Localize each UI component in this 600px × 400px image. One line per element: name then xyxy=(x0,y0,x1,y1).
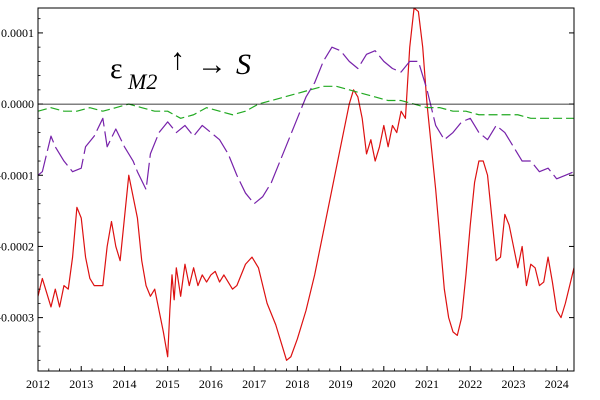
series-line-3 xyxy=(38,85,574,119)
x-tick-label: 2017 xyxy=(242,377,266,391)
x-tick-label: 2018 xyxy=(285,377,309,391)
x-axis: 2012 2013 2014 2015 2016 2017 2018 2019 2020 2021… xyxy=(26,366,569,391)
x-tick-label: 2023 xyxy=(501,377,525,391)
y-tick-label: -0.0003 xyxy=(0,311,34,325)
title-symbol: ε xyxy=(110,52,123,85)
y-axis: 0.0001 0.0000 -0.0001 -0.0002 -0.0003 xyxy=(0,18,574,361)
x-tick-label: 2013 xyxy=(69,377,93,391)
x-tick-label: 2012 xyxy=(26,377,50,391)
title-target: S xyxy=(236,48,251,81)
title-subscript: M2 xyxy=(127,69,157,94)
title-arrow-up-icon: ↑ xyxy=(170,43,185,76)
y-tick-label: 0.0001 xyxy=(1,26,34,40)
x-tick-label: 2021 xyxy=(415,377,439,391)
x-tick-label: 2020 xyxy=(372,377,396,391)
chart-title: ε M2 ↑ → S xyxy=(110,43,251,94)
x-tick-label: 2016 xyxy=(199,377,223,391)
y-tick-label: 0.0000 xyxy=(1,97,34,111)
y-tick-label: -0.0001 xyxy=(0,168,34,182)
x-tick-label: 2024 xyxy=(545,377,569,391)
x-tick-label: 2015 xyxy=(156,377,180,391)
plot-lines xyxy=(38,8,574,361)
x-tick-label: 2014 xyxy=(112,377,136,391)
title-arrow-right-icon: → xyxy=(197,48,227,81)
series-line-1 xyxy=(38,8,574,361)
series-line-2 xyxy=(38,46,574,205)
x-tick-label: 2022 xyxy=(458,377,482,391)
y-tick-label: -0.0002 xyxy=(0,239,34,253)
x-tick-label: 2019 xyxy=(329,377,353,391)
